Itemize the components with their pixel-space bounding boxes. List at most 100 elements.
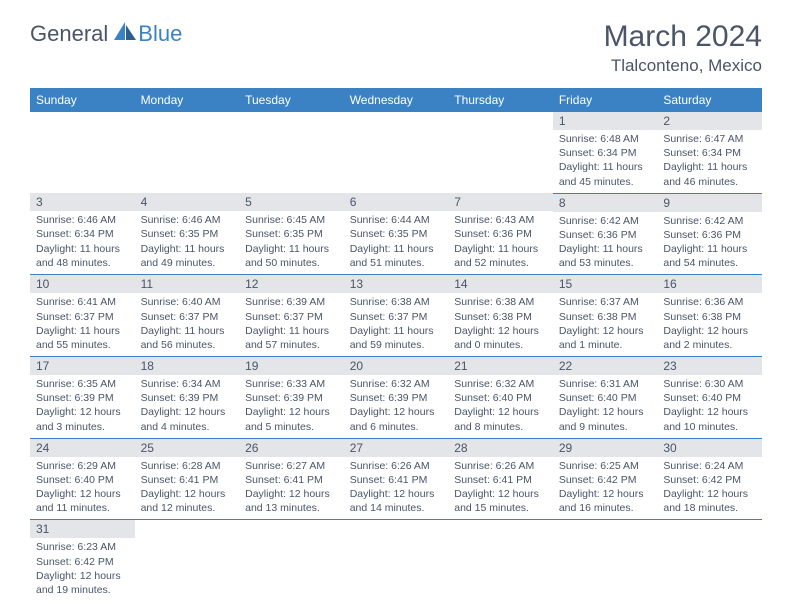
day-details: Sunrise: 6:34 AMSunset: 6:39 PMDaylight:… [135, 375, 240, 438]
day-details: Sunrise: 6:44 AMSunset: 6:35 PMDaylight:… [344, 211, 449, 274]
day-number: 17 [30, 357, 135, 375]
day-details: Sunrise: 6:27 AMSunset: 6:41 PMDaylight:… [239, 457, 344, 520]
day-details: Sunrise: 6:23 AMSunset: 6:42 PMDaylight:… [30, 538, 135, 601]
calendar-cell: 15Sunrise: 6:37 AMSunset: 6:38 PMDayligh… [553, 275, 658, 357]
day-number: 20 [344, 357, 449, 375]
calendar-cell: 18Sunrise: 6:34 AMSunset: 6:39 PMDayligh… [135, 357, 240, 439]
day-details: Sunrise: 6:32 AMSunset: 6:39 PMDaylight:… [344, 375, 449, 438]
calendar-row: 1Sunrise: 6:48 AMSunset: 6:34 PMDaylight… [30, 112, 762, 193]
day-details: Sunrise: 6:33 AMSunset: 6:39 PMDaylight:… [239, 375, 344, 438]
calendar-cell: 11Sunrise: 6:40 AMSunset: 6:37 PMDayligh… [135, 275, 240, 357]
day-details: Sunrise: 6:47 AMSunset: 6:34 PMDaylight:… [657, 130, 762, 193]
calendar-cell [448, 520, 553, 601]
weekday-header: Saturday [657, 88, 762, 112]
day-details: Sunrise: 6:30 AMSunset: 6:40 PMDaylight:… [657, 375, 762, 438]
header: General Blue March 2024 Tlalconteno, Mex… [30, 20, 762, 76]
day-number: 10 [30, 275, 135, 293]
day-details: Sunrise: 6:37 AMSunset: 6:38 PMDaylight:… [553, 293, 658, 356]
calendar-cell: 4Sunrise: 6:46 AMSunset: 6:35 PMDaylight… [135, 193, 240, 275]
day-details: Sunrise: 6:38 AMSunset: 6:38 PMDaylight:… [448, 293, 553, 356]
day-details: Sunrise: 6:46 AMSunset: 6:34 PMDaylight:… [30, 211, 135, 274]
day-number: 31 [30, 520, 135, 538]
day-details: Sunrise: 6:25 AMSunset: 6:42 PMDaylight:… [553, 457, 658, 520]
calendar-cell [344, 112, 449, 193]
day-number: 19 [239, 357, 344, 375]
sail-icon [112, 20, 138, 47]
logo-text-blue: Blue [138, 21, 182, 47]
calendar-cell: 17Sunrise: 6:35 AMSunset: 6:39 PMDayligh… [30, 357, 135, 439]
calendar-cell: 22Sunrise: 6:31 AMSunset: 6:40 PMDayligh… [553, 357, 658, 439]
day-number: 3 [30, 193, 135, 211]
day-number: 5 [239, 193, 344, 211]
day-details: Sunrise: 6:35 AMSunset: 6:39 PMDaylight:… [30, 375, 135, 438]
weekday-header: Tuesday [239, 88, 344, 112]
day-details: Sunrise: 6:29 AMSunset: 6:40 PMDaylight:… [30, 457, 135, 520]
day-number: 9 [657, 194, 762, 212]
day-number: 27 [344, 439, 449, 457]
day-details: Sunrise: 6:42 AMSunset: 6:36 PMDaylight:… [553, 212, 658, 275]
day-number: 30 [657, 439, 762, 457]
day-number: 14 [448, 275, 553, 293]
calendar-cell: 9Sunrise: 6:42 AMSunset: 6:36 PMDaylight… [657, 193, 762, 275]
day-number: 8 [553, 194, 658, 212]
day-number: 11 [135, 275, 240, 293]
day-number: 28 [448, 439, 553, 457]
calendar-cell [239, 520, 344, 601]
month-title: March 2024 [604, 20, 762, 54]
day-number: 23 [657, 357, 762, 375]
calendar-cell: 6Sunrise: 6:44 AMSunset: 6:35 PMDaylight… [344, 193, 449, 275]
calendar-cell: 27Sunrise: 6:26 AMSunset: 6:41 PMDayligh… [344, 438, 449, 520]
calendar-cell: 5Sunrise: 6:45 AMSunset: 6:35 PMDaylight… [239, 193, 344, 275]
calendar-row: 3Sunrise: 6:46 AMSunset: 6:34 PMDaylight… [30, 193, 762, 275]
calendar-cell [657, 520, 762, 601]
calendar-cell: 28Sunrise: 6:26 AMSunset: 6:41 PMDayligh… [448, 438, 553, 520]
day-number: 26 [239, 439, 344, 457]
day-details: Sunrise: 6:39 AMSunset: 6:37 PMDaylight:… [239, 293, 344, 356]
calendar-cell: 7Sunrise: 6:43 AMSunset: 6:36 PMDaylight… [448, 193, 553, 275]
calendar-cell: 3Sunrise: 6:46 AMSunset: 6:34 PMDaylight… [30, 193, 135, 275]
calendar-cell: 12Sunrise: 6:39 AMSunset: 6:37 PMDayligh… [239, 275, 344, 357]
weekday-header: Thursday [448, 88, 553, 112]
day-details: Sunrise: 6:36 AMSunset: 6:38 PMDaylight:… [657, 293, 762, 356]
calendar-cell: 21Sunrise: 6:32 AMSunset: 6:40 PMDayligh… [448, 357, 553, 439]
calendar-cell: 10Sunrise: 6:41 AMSunset: 6:37 PMDayligh… [30, 275, 135, 357]
calendar-cell: 14Sunrise: 6:38 AMSunset: 6:38 PMDayligh… [448, 275, 553, 357]
calendar-cell [448, 112, 553, 193]
day-details: Sunrise: 6:41 AMSunset: 6:37 PMDaylight:… [30, 293, 135, 356]
calendar-cell [30, 112, 135, 193]
calendar-row: 17Sunrise: 6:35 AMSunset: 6:39 PMDayligh… [30, 357, 762, 439]
calendar-cell: 25Sunrise: 6:28 AMSunset: 6:41 PMDayligh… [135, 438, 240, 520]
day-number: 21 [448, 357, 553, 375]
day-number: 16 [657, 275, 762, 293]
calendar-cell [344, 520, 449, 601]
day-number: 7 [448, 193, 553, 211]
calendar-cell: 16Sunrise: 6:36 AMSunset: 6:38 PMDayligh… [657, 275, 762, 357]
day-details: Sunrise: 6:40 AMSunset: 6:37 PMDaylight:… [135, 293, 240, 356]
calendar-cell: 29Sunrise: 6:25 AMSunset: 6:42 PMDayligh… [553, 438, 658, 520]
day-details: Sunrise: 6:26 AMSunset: 6:41 PMDaylight:… [344, 457, 449, 520]
weekday-header: Monday [135, 88, 240, 112]
day-number: 4 [135, 193, 240, 211]
day-details: Sunrise: 6:46 AMSunset: 6:35 PMDaylight:… [135, 211, 240, 274]
weekday-header-row: SundayMondayTuesdayWednesdayThursdayFrid… [30, 88, 762, 112]
day-number: 15 [553, 275, 658, 293]
calendar-body: 1Sunrise: 6:48 AMSunset: 6:34 PMDaylight… [30, 112, 762, 601]
day-details: Sunrise: 6:45 AMSunset: 6:35 PMDaylight:… [239, 211, 344, 274]
calendar-cell: 1Sunrise: 6:48 AMSunset: 6:34 PMDaylight… [553, 112, 658, 193]
title-block: March 2024 Tlalconteno, Mexico [604, 20, 762, 76]
weekday-header: Sunday [30, 88, 135, 112]
day-details: Sunrise: 6:48 AMSunset: 6:34 PMDaylight:… [553, 130, 658, 193]
day-number: 22 [553, 357, 658, 375]
calendar-cell: 8Sunrise: 6:42 AMSunset: 6:36 PMDaylight… [553, 193, 658, 275]
calendar-cell: 31Sunrise: 6:23 AMSunset: 6:42 PMDayligh… [30, 520, 135, 601]
calendar-row: 10Sunrise: 6:41 AMSunset: 6:37 PMDayligh… [30, 275, 762, 357]
day-number: 24 [30, 439, 135, 457]
day-details: Sunrise: 6:24 AMSunset: 6:42 PMDaylight:… [657, 457, 762, 520]
day-number: 1 [553, 112, 658, 130]
calendar-cell: 13Sunrise: 6:38 AMSunset: 6:37 PMDayligh… [344, 275, 449, 357]
day-number: 13 [344, 275, 449, 293]
location: Tlalconteno, Mexico [604, 56, 762, 76]
day-details: Sunrise: 6:38 AMSunset: 6:37 PMDaylight:… [344, 293, 449, 356]
day-number: 29 [553, 439, 658, 457]
day-number: 6 [344, 193, 449, 211]
